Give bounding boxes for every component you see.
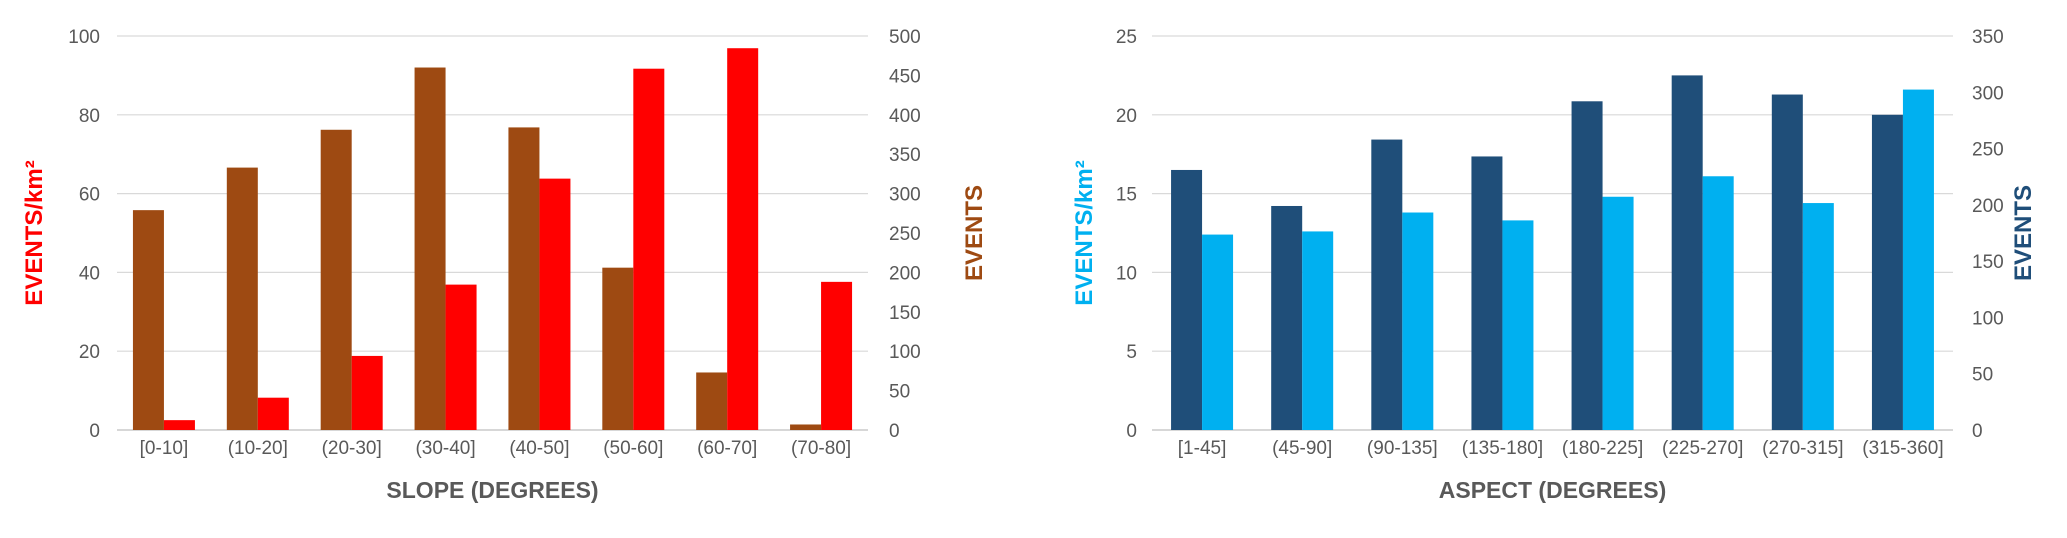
bar-density-4 bbox=[1502, 220, 1534, 430]
bar-density-2 bbox=[1302, 231, 1334, 430]
y-right-tick-label: 200 bbox=[1972, 196, 2004, 217]
bar-density-4 bbox=[445, 284, 477, 430]
y-left-tick-label: 20 bbox=[1116, 106, 1137, 127]
y-left-tick-label: 100 bbox=[68, 27, 100, 48]
x-category-label: [0-10] bbox=[140, 438, 189, 459]
y-left-tick-label: 20 bbox=[79, 342, 100, 363]
y-right-tick-label: 450 bbox=[889, 66, 921, 87]
x-category-label: (180-225] bbox=[1562, 438, 1643, 459]
bar-density-7 bbox=[1802, 203, 1834, 430]
x-category-label: (20-30] bbox=[322, 438, 382, 459]
bar-count-2 bbox=[226, 167, 258, 430]
x-category-label: [1-45] bbox=[1178, 438, 1227, 459]
bar-count-4 bbox=[1471, 156, 1503, 431]
bar-density-8 bbox=[821, 281, 853, 430]
y-left-tick-label: 80 bbox=[79, 106, 100, 127]
bar-count-3 bbox=[320, 129, 352, 430]
bar-count-7 bbox=[1771, 94, 1803, 430]
x-category-label: (40-50] bbox=[509, 438, 569, 459]
y-right-tick-label: 50 bbox=[1972, 365, 1993, 386]
x-axis-title: ASPECT (DEGREES) bbox=[1439, 477, 1666, 503]
y-right-tick-label: 500 bbox=[889, 27, 921, 48]
bar-count-7 bbox=[696, 372, 728, 430]
y-left-tick-label: 5 bbox=[1126, 342, 1137, 363]
y-right-tick-label: 0 bbox=[889, 421, 900, 442]
y-right-tick-label: 100 bbox=[1972, 308, 2004, 329]
bar-density-7 bbox=[727, 48, 759, 431]
y-right-tick-label: 350 bbox=[889, 145, 921, 166]
x-axis-title: SLOPE (DEGREES) bbox=[386, 477, 598, 503]
bar-count-4 bbox=[414, 67, 446, 431]
y-right-tick-label: 250 bbox=[1972, 140, 2004, 161]
x-category-label: (50-60] bbox=[603, 438, 663, 459]
bar-count-3 bbox=[1371, 139, 1403, 430]
y-left-tick-label: 40 bbox=[79, 263, 100, 284]
bar-density-5 bbox=[1602, 196, 1634, 430]
bar-count-8 bbox=[1871, 114, 1903, 431]
y-right-tick-label: 150 bbox=[1972, 252, 2004, 273]
y-right-tick-label: 350 bbox=[1972, 27, 2004, 48]
bar-count-1 bbox=[1171, 169, 1203, 430]
bar-density-3 bbox=[1402, 212, 1434, 430]
bar-density-1 bbox=[163, 420, 195, 430]
y-right-tick-label: 400 bbox=[889, 106, 921, 127]
y-right-axis-title: EVENTS bbox=[961, 185, 988, 281]
bar-density-6 bbox=[633, 68, 665, 431]
bar-count-1 bbox=[132, 210, 164, 430]
bar-count-6 bbox=[602, 267, 634, 430]
bar-count-5 bbox=[508, 127, 540, 431]
y-left-tick-label: 15 bbox=[1116, 185, 1137, 206]
x-category-label: (45-90] bbox=[1272, 438, 1332, 459]
x-category-label: (315-360] bbox=[1862, 438, 1943, 459]
y-right-tick-label: 0 bbox=[1972, 421, 1983, 442]
y-right-tick-label: 300 bbox=[1972, 83, 2004, 104]
x-category-label: (70-80] bbox=[791, 438, 851, 459]
y-right-tick-label: 150 bbox=[889, 303, 921, 324]
x-category-label: (135-180] bbox=[1462, 438, 1543, 459]
y-right-tick-label: 300 bbox=[889, 185, 921, 206]
x-category-label: (30-40] bbox=[415, 438, 475, 459]
bar-density-8 bbox=[1902, 89, 1934, 431]
bar-count-5 bbox=[1571, 101, 1603, 430]
y-left-axis-title: EVENTS/km² bbox=[1071, 160, 1098, 305]
y-right-tick-label: 50 bbox=[889, 382, 910, 403]
y-left-axis-title: EVENTS/km² bbox=[21, 160, 48, 305]
y-right-tick-label: 200 bbox=[889, 263, 921, 284]
bar-density-2 bbox=[257, 397, 289, 430]
x-category-label: (90-135] bbox=[1367, 438, 1438, 459]
y-left-tick-label: 0 bbox=[89, 421, 100, 442]
y-left-tick-label: 60 bbox=[79, 185, 100, 206]
bar-density-5 bbox=[539, 178, 571, 430]
bar-count-6 bbox=[1671, 75, 1703, 431]
bar-count-8 bbox=[790, 424, 822, 430]
bar-density-3 bbox=[351, 355, 383, 430]
chart-1: 0 20 40 60 80 100 0 50 100 150 200 250 300 350 400 450 5… bbox=[21, 27, 988, 503]
y-right-tick-label: 100 bbox=[889, 342, 921, 363]
y-right-tick-label: 250 bbox=[889, 224, 921, 245]
y-left-tick-label: 10 bbox=[1116, 263, 1137, 284]
bar-density-1 bbox=[1202, 234, 1234, 430]
bar-count-2 bbox=[1271, 205, 1303, 430]
y-right-axis-title: EVENTS bbox=[2010, 185, 2037, 281]
x-category-label: (10-20] bbox=[228, 438, 288, 459]
x-category-label: (225-270] bbox=[1662, 438, 1743, 459]
x-category-label: (270-315] bbox=[1762, 438, 1843, 459]
y-left-tick-label: 25 bbox=[1116, 27, 1137, 48]
x-category-label: (60-70] bbox=[697, 438, 757, 459]
y-left-tick-label: 0 bbox=[1126, 421, 1137, 442]
bar-density-6 bbox=[1702, 176, 1734, 430]
